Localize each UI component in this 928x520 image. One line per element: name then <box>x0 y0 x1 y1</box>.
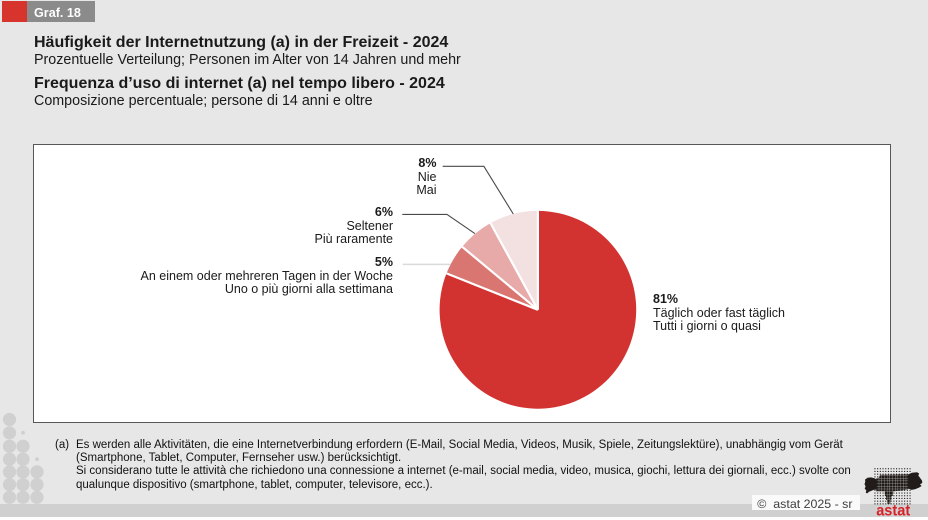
svg-text:astat: astat <box>876 502 910 519</box>
